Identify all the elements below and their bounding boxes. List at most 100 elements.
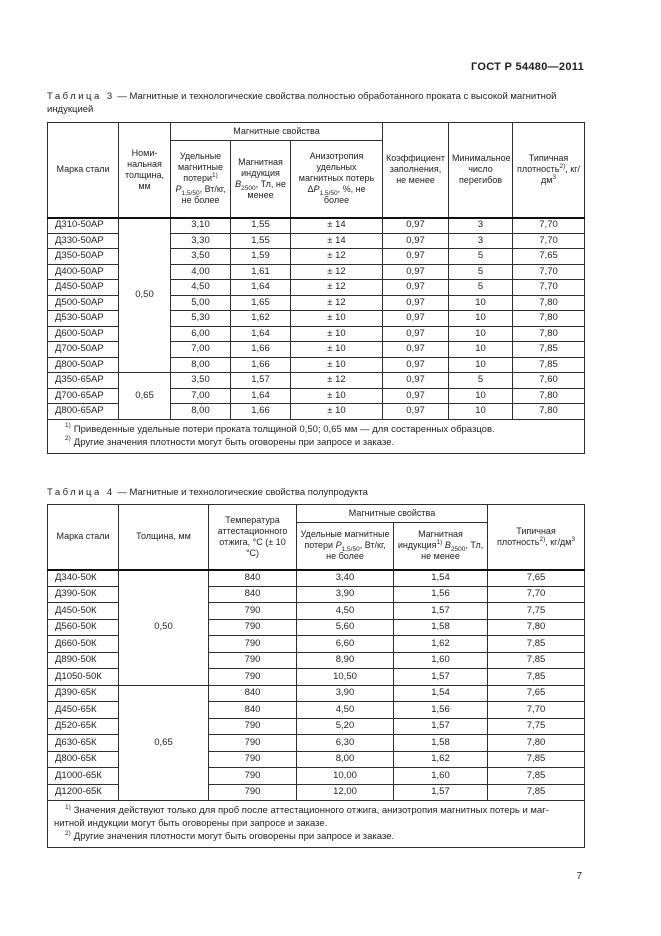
- anisotropy-cell: ± 14: [289, 217, 384, 234]
- induction-cell: 1,66: [230, 341, 291, 358]
- loss-label: Удельные магнитные потери: [300, 529, 390, 551]
- loss-cell: 5,20: [296, 717, 394, 735]
- loss-cell: 8,00: [170, 403, 231, 420]
- table-row: Д800-65К 790 8,00 1,62 7,85: [47, 750, 586, 768]
- fill-factor-cell: 0,97: [382, 372, 450, 389]
- density-cell: 7,85: [487, 635, 586, 653]
- density-cell: 7,75: [487, 717, 586, 735]
- table-row: Д1200-65К 790 12,00 1,57 7,85: [47, 783, 586, 801]
- induction-cell: 1,64: [230, 387, 291, 404]
- density-cell: 7,80: [487, 734, 586, 752]
- table3-header-row-1: Марка стали Номи­нальная толщина, мм Маг…: [47, 122, 586, 219]
- grade-cell: Д800-65К: [47, 750, 119, 768]
- grade-cell: Д450-50К: [47, 602, 119, 620]
- fill-factor-cell: 0,97: [382, 232, 450, 249]
- density-cell: 7,80: [512, 294, 586, 311]
- fill-factor-cell: 0,97: [382, 279, 450, 296]
- t3-header-induction: Магнитная индукция B2500, Тл, не менее: [230, 140, 291, 219]
- loss-cell: 5,30: [170, 310, 231, 327]
- induction-cell: 1,56: [392, 701, 489, 719]
- fill-factor-cell: 0,97: [382, 356, 450, 373]
- fill-factor-cell: 0,97: [382, 294, 450, 311]
- table-row: Д310-50АР 0,50 3,10 1,55 ± 14 0,97 3 7,7…: [47, 217, 586, 373]
- grade-cell: Д800-65АР: [47, 403, 119, 420]
- bends-cell: 5: [448, 248, 514, 265]
- induction-cell: 1,66: [230, 356, 291, 373]
- loss-cell: 8,90: [296, 651, 394, 669]
- anisotropy-cell: ± 10: [289, 341, 384, 358]
- anisotropy-label: Анизотропия удельных магнитных потерь Δ: [298, 151, 375, 195]
- footnote-marker: 2): [65, 830, 71, 838]
- density-cell: 7,75: [487, 602, 586, 620]
- grade-cell: Д390-65К: [47, 684, 119, 702]
- anisotropy-cell: ± 12: [289, 279, 384, 296]
- induction-cell: 1,56: [392, 585, 489, 603]
- density-cell: 7,80: [512, 325, 586, 342]
- table-row: Д350-50АР 3,50 1,59 ± 12 0,97 5 7,65: [47, 248, 586, 265]
- fill-factor-cell: 0,97: [382, 325, 450, 342]
- table-row: Д400-50АР 4,00 1,61 ± 12 0,97 5 7,70: [47, 263, 586, 280]
- induction-cell: 1,55: [230, 217, 291, 234]
- temp-cell: 840: [208, 585, 297, 603]
- density-cell: 7,65: [487, 569, 586, 587]
- table-row: Д660-50К 790 6,60 1,62 7,85: [47, 635, 586, 653]
- fill-factor-cell: 0,97: [382, 341, 450, 358]
- anisotropy-cell: ± 12: [289, 263, 384, 280]
- grade-cell: Д340-50К: [47, 569, 119, 587]
- induction-units: , Тл, не менее: [421, 540, 484, 562]
- table-row: Д560-50К 790 5,60 1,58 7,80: [47, 618, 586, 636]
- bends-cell: 10: [448, 387, 514, 404]
- temp-cell: 790: [208, 635, 297, 653]
- symbol-B: B: [444, 540, 451, 551]
- grade-cell: Д350-65АР: [47, 372, 119, 389]
- table3-label: Таблица 3: [47, 91, 115, 102]
- grade-cell: Д530-50АР: [47, 310, 119, 327]
- anisotropy-cell: ± 12: [289, 294, 384, 311]
- bends-cell: 10: [448, 310, 514, 327]
- grade-cell: Д400-50АР: [47, 263, 119, 280]
- thickness-group-cell: 0,65: [118, 372, 171, 420]
- anisotropy-cell: ± 10: [289, 387, 384, 404]
- footnote-marker: 1): [65, 422, 71, 430]
- grade-cell: Д1050-50К: [47, 668, 119, 686]
- t4-header-density: Типичная плотность2), кг/дм3: [487, 504, 586, 571]
- thickness-group-cell: 0,50: [118, 217, 171, 373]
- symbol-P: P: [175, 184, 182, 195]
- grade-cell: Д330-50АР: [47, 232, 119, 249]
- loss-cell: 10,50: [296, 668, 394, 686]
- t4-header-brand: Марка стали: [47, 504, 119, 571]
- loss-cell: 6,60: [296, 635, 394, 653]
- table4: Марка стали Толщина, мм Температура атте…: [46, 504, 586, 849]
- anisotropy-subscript: 1,5/50: [319, 190, 338, 198]
- induction-cell: 1,62: [392, 635, 489, 653]
- t4-header-loss: Удельные магнитные потери P1,5/50, Вт/кг…: [296, 522, 394, 571]
- density-label: Типичная плотность: [517, 153, 569, 175]
- density-cell: 7,70: [512, 263, 586, 280]
- anisotropy-cell: ± 12: [289, 372, 384, 389]
- grade-cell: Д1200-65К: [47, 783, 119, 801]
- table4-caption: — Магнитные и технологические свойства п…: [117, 487, 368, 498]
- density-cell: 7,85: [512, 356, 586, 373]
- table-row: Д600-50АР 6,00 1,64 ± 10 0,97 10 7,80: [47, 325, 586, 342]
- temp-cell: 840: [208, 569, 297, 587]
- t3-header-anisotropy: Анизотропия удельных магнитных потерь ΔP…: [289, 140, 384, 219]
- bends-cell: 5: [448, 372, 514, 389]
- induction-cell: 1,61: [230, 263, 291, 280]
- loss-cell: 4,00: [170, 263, 231, 280]
- fill-factor-cell: 0,97: [382, 403, 450, 420]
- loss-cell: 10,00: [296, 767, 394, 785]
- induction-cell: 1,59: [230, 248, 291, 265]
- induction-cell: 1,58: [392, 618, 489, 636]
- induction-cell: 1,64: [230, 325, 291, 342]
- thickness-group-cell: 0,65: [118, 684, 209, 801]
- temp-cell: 790: [208, 767, 297, 785]
- table4-header-row-2: Удельные магнитные потери P1,5/50, Вт/кг…: [48, 522, 585, 571]
- footnote-ref-1: 1): [211, 172, 218, 180]
- grade-cell: Д800-50АР: [47, 356, 119, 373]
- table3-footnotes: 1) Приведенные удельные потери проката то…: [46, 418, 586, 454]
- induction-cell: 1,65: [230, 294, 291, 311]
- table-row: Д390-65К 0,65 840 3,90 1,54 7,65: [47, 684, 586, 801]
- loss-cell: 3,50: [170, 248, 231, 265]
- induction-cell: 1,60: [392, 651, 489, 669]
